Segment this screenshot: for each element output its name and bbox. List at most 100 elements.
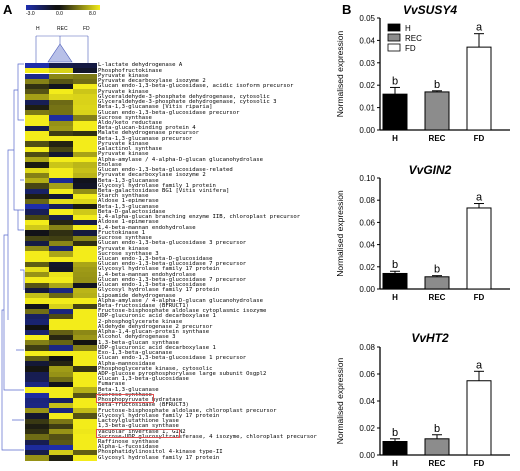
gene-label: Pyruvate kinase [98,88,149,95]
heatmap-cell [49,110,73,116]
heatmap-cell [25,110,49,116]
y-axis-label: Normalised expression [335,31,345,118]
significance-letter: b [392,259,398,271]
heatmap-cell [73,450,97,456]
column-dendrogram [35,35,89,64]
gene-label: Starch synthase [98,193,149,200]
heatmap-cell [73,94,97,100]
heatmap-cell [73,230,97,236]
heatmap-cell [73,350,97,356]
heatmap-cell [25,345,49,351]
heatmap-cell [73,277,97,283]
heatmap-cell [73,115,97,121]
y-tick-label: 0.04 [359,36,375,45]
heatmap-cell [49,272,73,278]
heatmap-cell [25,397,49,403]
heatmap-cell [25,308,49,315]
heatmap-cell [25,350,49,356]
heatmap-cell [73,335,97,341]
heatmap-cell [49,256,73,262]
significance-letter: a [476,359,483,371]
gene-label: Glucan endo-1,3-beta-glucosidase precurs… [98,109,240,116]
significance-letter: b [392,75,398,87]
heatmap-cell [73,172,97,179]
heatmap-cell [73,423,97,430]
heatmap-cell [73,287,97,294]
heatmap-cell [73,183,97,189]
heatmap-cell [49,83,73,90]
heatmap-cell [73,78,97,84]
heatmap-cell [73,251,97,257]
heatmap-cell [49,73,73,79]
heatmap-cell [49,319,73,325]
gene-label: Beta-D-galactosidase [98,208,166,215]
x-tick-label: FD [474,134,485,143]
heatmap-cell [25,450,49,456]
heatmap-cell [25,120,49,126]
heatmap-cell [49,308,73,315]
gene-label: Beta-1,3-glucanase [98,177,159,184]
heatmap-cell [49,314,73,320]
heatmap-cell [25,329,49,335]
heatmap-cell [73,282,97,288]
heatmap-cell [49,246,73,252]
heatmap-cell [25,167,49,173]
heatmap-cell [49,455,73,461]
heatmap-cell [73,392,97,398]
heatmap-cell [49,277,73,283]
heatmap-cell [49,167,73,173]
gene-label: Pyruvate decarboxylase isozyme 2 [98,78,206,85]
gene-label: L-lactate dehydrogenase A [98,62,183,69]
y-tick-label: 0.00 [359,126,375,135]
gene-label: Glyceraldehyde-3-phosphate dehydrogenase… [98,99,277,105]
heatmap-cell [25,89,49,95]
heatmap-cell [49,178,73,184]
gene-label: Beta-1,3-glucanase [Vitis riparia] [98,104,213,111]
heatmap-cell [25,193,49,200]
y-tick-label: 0.02 [359,263,375,272]
heatmap-cell [73,272,97,278]
gene-label: Aldo/keto reductase [98,119,162,126]
heatmap-cell [73,225,97,231]
heatmap-cell [49,131,73,137]
heatmap-cell [49,136,73,142]
heatmap-cell [49,120,73,126]
gene-label: Glucan endo-1,3-beta-glucosidase [98,282,206,289]
heatmap-cell [49,287,73,294]
heatmap-cell [73,429,97,435]
heatmap-cell [73,439,97,445]
heatmap-cell [49,361,73,367]
gene-label: Beta-1,3-glucanase [98,386,159,393]
gene-label: Beta-galactosidase BG1 [Vitis vinifera] [98,187,230,194]
heatmap-cell [73,209,97,215]
color-scale-bar [26,5,100,10]
heatmap-cell [49,115,73,121]
heatmap-cell [49,303,73,309]
heatmap-cell [25,94,49,100]
heatmap-cell [73,89,97,95]
heatmap-cell [25,141,49,147]
heatmap-cell [25,209,49,215]
heatmap-cell [25,225,49,231]
heatmap-cell [49,382,73,388]
heatmap-cell [49,151,73,158]
heatmap-cell [73,131,97,137]
y-tick-label: 0.00 [359,451,375,460]
heatmap-cell [49,329,73,335]
bar [382,441,408,456]
y-tick-label: 0.01 [359,104,375,113]
gene-label: Glucan endo-1,3-beta-glucosidase 7 precu… [98,261,247,268]
heatmap-cell [73,319,97,325]
bar [424,91,450,131]
y-tick-label: 0.08 [359,196,375,205]
gene-label: Glucan 1,3-beta-glucosidase [98,376,189,383]
gene-label: Pyruvate kinase [98,151,149,158]
heatmap-cell [25,230,49,236]
gene-label: 2-phosphoglycerate kinase [98,318,183,325]
heatmap-cell [49,444,73,451]
gene-label: Aldose 1-epimerase [98,198,159,205]
heatmap-cell [25,444,49,451]
heatmap-cell [25,151,49,158]
heatmap-cell [49,387,73,393]
gene-label: Sucrose synthase 3 [98,250,159,257]
